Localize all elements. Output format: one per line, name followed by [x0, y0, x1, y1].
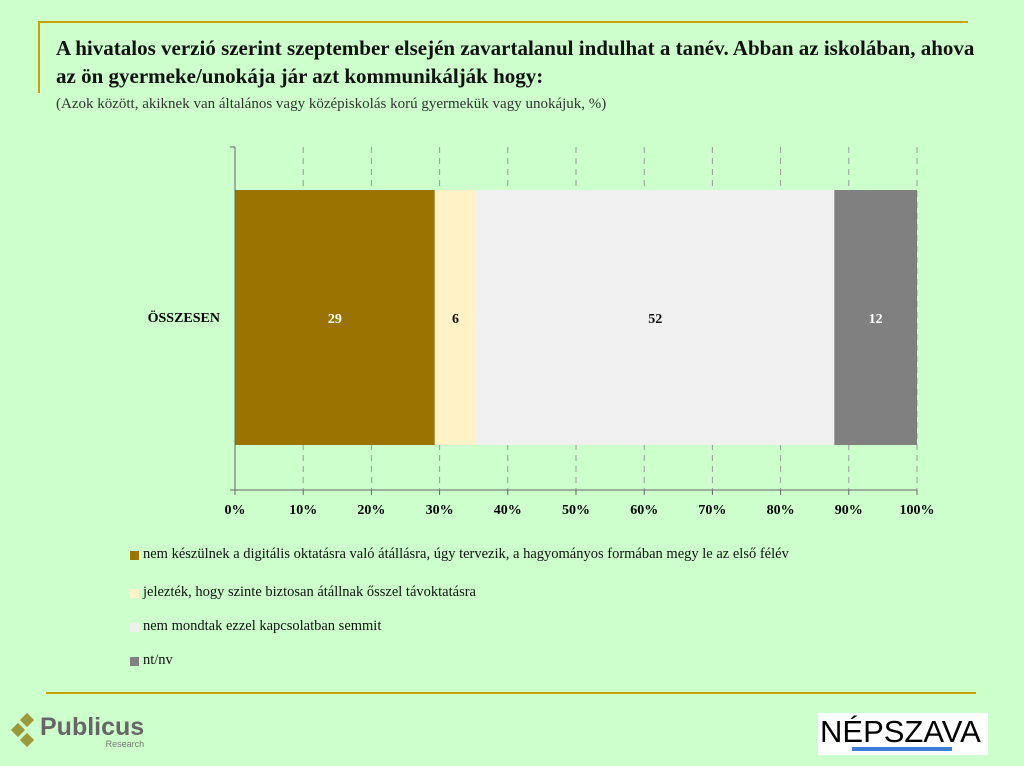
legend-swatch — [130, 551, 139, 560]
legend-item: nem készülnek a digitális oktatásra való… — [130, 546, 789, 563]
legend-label: nem készülnek a digitális oktatásra való… — [143, 546, 789, 562]
legend-label: jelezték, hogy szinte biztosan átállnak … — [143, 584, 476, 600]
bar-segment — [235, 190, 435, 445]
x-tick-label: 60% — [630, 503, 658, 518]
legend-swatch — [130, 623, 139, 632]
x-tick-label: 50% — [562, 503, 590, 518]
bar-segment — [834, 190, 917, 445]
bar-segment — [434, 190, 477, 445]
category-label: ÖSSZESEN — [148, 309, 220, 326]
x-tick-label: 30% — [426, 503, 454, 518]
legend-label: nt/nv — [143, 652, 173, 668]
x-tick-label: 90% — [835, 503, 863, 518]
x-tick-label: 40% — [494, 503, 522, 518]
x-tick-label: 10% — [289, 503, 317, 518]
x-tick-label: 0% — [225, 503, 246, 518]
bottom-rule — [46, 692, 976, 694]
data-label: 29 — [328, 312, 342, 327]
data-label: 6 — [452, 312, 459, 327]
x-tick-label: 70% — [698, 503, 726, 518]
publicus-diamond-icon — [10, 713, 35, 748]
chart-title: A hivatalos verzió szerint szeptember el… — [56, 36, 975, 88]
publicus-name: Publicus — [40, 713, 145, 741]
nepszava-logo: NÉPSZAVA — [818, 713, 988, 755]
publicus-logo: Publicus Research — [8, 713, 144, 751]
chart-subtitle: (Azok között, akiknek van általános vagy… — [56, 96, 607, 112]
legend-item: nt/nv — [130, 652, 173, 669]
x-tick-label: 80% — [767, 503, 795, 518]
side-rule — [38, 21, 40, 93]
legend-label: nem mondtak ezzel kapcsolatban semmit — [143, 618, 382, 634]
publicus-sub: Research — [105, 739, 145, 749]
nepszava-bar — [852, 747, 952, 751]
x-tick-label: 20% — [357, 503, 385, 518]
legend-item: nem mondtak ezzel kapcsolatban semmit — [130, 618, 381, 635]
data-label: 52 — [648, 312, 662, 327]
top-rule — [38, 21, 968, 23]
nepszava-name: NÉPSZAVA — [820, 714, 981, 749]
legend-swatch — [130, 589, 139, 598]
bar-segment — [476, 190, 835, 445]
legend-swatch — [130, 657, 139, 666]
legend-item: jelezték, hogy szinte biztosan átállnak … — [130, 584, 476, 601]
stacked-bar-chart: 29 6 52 12 0% 10% 20% 30% 40% 50% 60% 70% 80% 90% 100… — [148, 146, 935, 518]
data-label: 12 — [869, 312, 883, 327]
x-tick-label: 100% — [900, 503, 935, 518]
